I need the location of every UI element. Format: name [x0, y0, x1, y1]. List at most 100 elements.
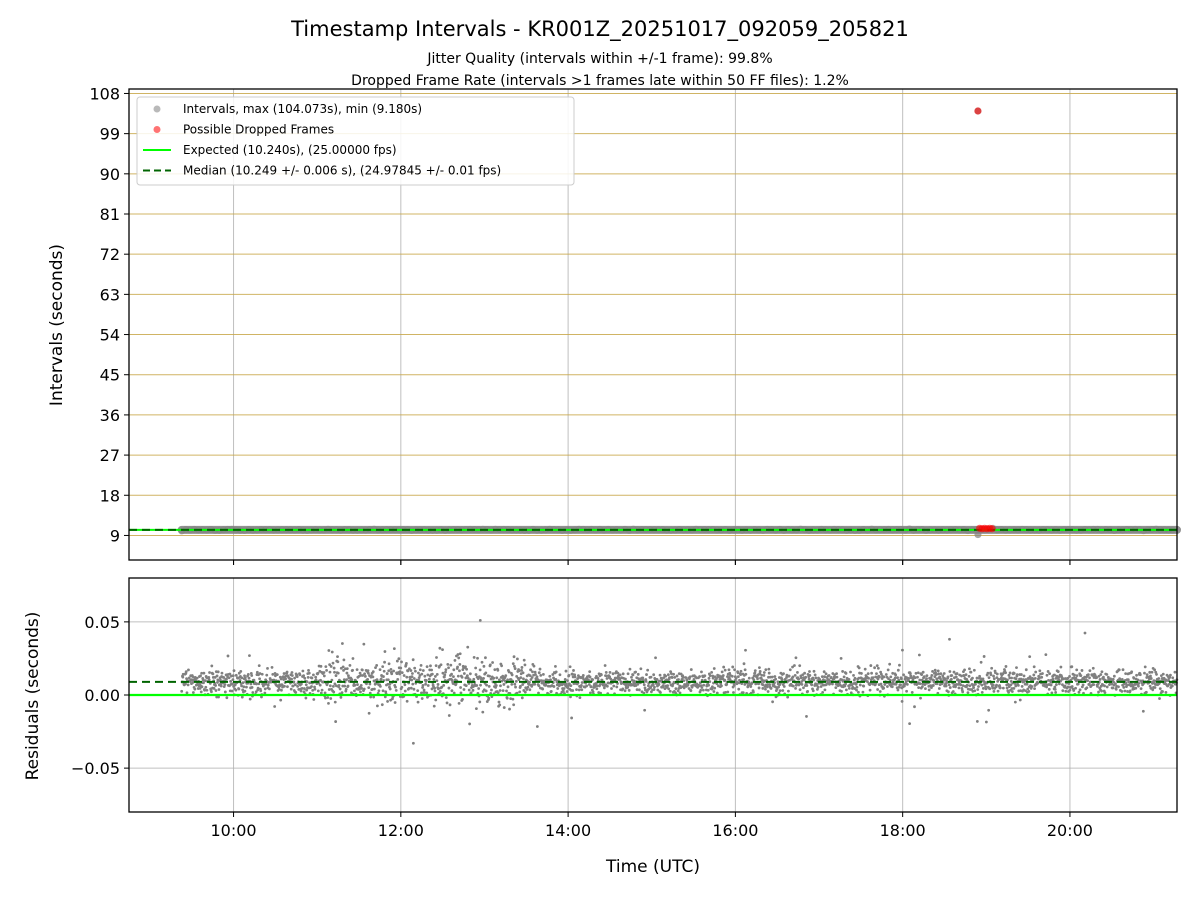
residual-point	[363, 672, 367, 676]
residual-point	[774, 677, 778, 681]
residual-point	[554, 678, 558, 681]
residual-point	[300, 687, 304, 690]
residual-point	[291, 684, 295, 688]
residual-point	[345, 678, 348, 682]
residual-point	[921, 670, 925, 674]
residual-point	[405, 675, 409, 679]
residual-point	[520, 666, 524, 669]
residual-point	[184, 682, 187, 686]
residual-point	[800, 682, 804, 686]
residual-point	[662, 676, 666, 680]
residual-point	[516, 657, 519, 661]
residual-point	[876, 688, 880, 691]
intervals-y-tick-label: 108	[89, 84, 120, 103]
residual-point	[742, 678, 746, 681]
residual-point	[767, 671, 771, 675]
residual-point	[1112, 674, 1116, 678]
residual-point	[500, 664, 504, 668]
residual-point	[342, 678, 346, 682]
residual-point	[718, 674, 721, 678]
residual-point	[1087, 682, 1091, 686]
x-tick-label: 14:00	[545, 821, 591, 840]
residual-point	[676, 682, 680, 686]
residual-point	[231, 674, 235, 678]
residual-point	[353, 683, 357, 687]
residual-point	[277, 688, 281, 691]
residual-point	[202, 681, 205, 685]
residual-point	[537, 671, 541, 675]
residual-point	[290, 677, 293, 681]
residual-point	[726, 690, 730, 694]
residual-point	[887, 677, 890, 681]
residual-point	[552, 685, 556, 688]
residual-point	[1070, 685, 1074, 688]
residual-point	[794, 656, 798, 660]
residual-point	[737, 687, 741, 691]
residual-point	[894, 673, 898, 677]
residual-point	[214, 689, 218, 692]
residual-point	[1061, 689, 1065, 693]
residual-point	[417, 676, 421, 680]
residual-point	[1059, 665, 1063, 669]
residual-point	[971, 676, 974, 680]
residual-point	[1033, 676, 1037, 680]
residual-point	[935, 682, 939, 686]
residual-point	[1004, 665, 1008, 668]
residual-point	[578, 696, 582, 700]
residual-point	[284, 677, 287, 681]
residual-point	[1050, 691, 1054, 695]
residual-point	[501, 689, 505, 693]
residual-point	[426, 673, 430, 677]
residual-point	[537, 691, 540, 695]
residual-point	[1034, 670, 1038, 674]
residual-point	[322, 671, 326, 674]
residual-point	[724, 690, 727, 694]
residual-point	[502, 683, 506, 686]
residual-point	[383, 660, 386, 664]
residual-point	[857, 666, 861, 670]
residual-point	[761, 686, 765, 690]
residual-point	[914, 671, 918, 675]
residual-point	[573, 673, 577, 677]
residual-point	[396, 678, 400, 681]
residual-point	[412, 687, 416, 691]
residual-point	[564, 682, 568, 686]
residual-point	[498, 689, 502, 692]
residual-point	[752, 678, 756, 682]
residual-point	[241, 681, 245, 685]
residual-point	[399, 666, 403, 670]
residual-point	[1014, 677, 1018, 681]
residual-point	[511, 662, 515, 666]
residual-point	[302, 687, 306, 690]
residual-point	[250, 674, 254, 677]
residual-point	[743, 668, 747, 672]
residual-point	[394, 685, 397, 689]
residual-point	[449, 663, 453, 667]
residual-point	[498, 703, 502, 707]
residual-point	[198, 686, 202, 690]
residual-point	[807, 677, 811, 681]
residual-point	[1153, 686, 1157, 689]
residual-point	[1149, 677, 1153, 680]
residual-point	[808, 670, 811, 673]
residual-point	[659, 691, 662, 694]
residual-point	[917, 686, 921, 690]
residual-point	[484, 656, 487, 660]
residual-point	[248, 697, 252, 701]
residual-point	[1081, 683, 1085, 687]
residual-point	[794, 686, 797, 690]
residual-point	[541, 672, 545, 676]
residual-point	[927, 688, 931, 692]
residual-point	[1127, 680, 1131, 683]
residual-point	[496, 691, 500, 695]
residual-point	[749, 685, 753, 688]
residual-point	[896, 676, 899, 680]
residual-point	[1018, 698, 1022, 702]
residual-point	[1028, 675, 1032, 679]
residual-point	[210, 664, 214, 668]
residual-point	[689, 668, 693, 671]
residual-point	[336, 671, 340, 675]
intervals-y-tick-label: 54	[100, 326, 120, 345]
residual-point	[472, 677, 476, 681]
residual-point	[472, 655, 476, 659]
